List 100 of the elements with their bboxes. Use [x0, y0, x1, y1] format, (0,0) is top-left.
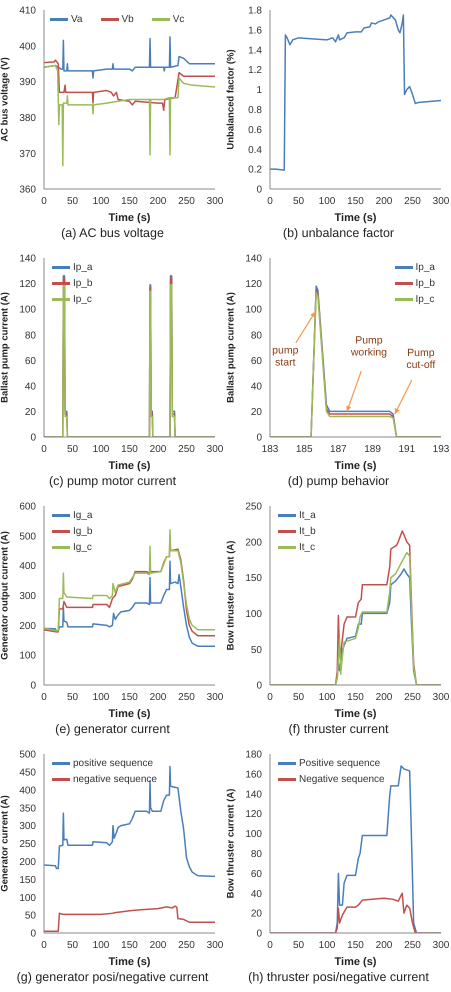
y-tick-label: 80: [24, 330, 36, 342]
y-tick-label: 1.6: [248, 25, 262, 36]
y-tick-label: 500: [19, 531, 36, 542]
x-tick-label: 50: [292, 940, 304, 952]
y-tick-label: 40: [250, 381, 262, 392]
y-tick-label: 80: [250, 848, 262, 860]
y-tick-label: 0: [30, 432, 36, 444]
y-axis-title: Bow thruster current (A): [225, 540, 236, 650]
y-tick-label: 20: [250, 908, 262, 920]
y-tick-label: 40: [250, 888, 262, 900]
y-axis-title: AC bus voltage (V): [0, 57, 10, 142]
y-tick-label: 200: [245, 537, 262, 548]
x-tick-label: 200: [150, 196, 167, 208]
x-tick-label: 150: [121, 444, 138, 456]
y-tick-label: 100: [245, 304, 262, 316]
y-tick-label: 400: [19, 41, 36, 52]
y-tick-label: 60: [250, 356, 262, 367]
y-tick-label: 160: [245, 769, 262, 780]
y-tick-label: 0.2: [248, 164, 262, 176]
y-tick-label: 100: [245, 829, 262, 840]
x-tick-label: 300: [206, 444, 224, 456]
legend-label: It_b: [299, 526, 316, 537]
line-series: [270, 14, 441, 171]
x-tick-label: 250: [178, 196, 196, 208]
legend-label: It_a: [299, 510, 316, 521]
y-tick-label: 0: [30, 680, 36, 692]
legend-label: Ip_b: [73, 278, 92, 289]
legend-label: Ip_b: [416, 278, 435, 289]
y-tick-label: 1: [256, 85, 262, 96]
legend-label: Ip_c: [73, 294, 92, 305]
line-series: [44, 64, 215, 166]
y-tick-label: 600: [19, 502, 36, 513]
text: (f) thruster current: [287, 722, 390, 736]
x-tick-label: 50: [66, 940, 78, 952]
y-tick-label: 390: [19, 77, 36, 88]
y-tick-label: 0: [256, 432, 262, 444]
y-tick-label: 120: [245, 279, 262, 290]
x-tick-label: 0: [267, 940, 274, 952]
x-tick-label: 100: [318, 196, 336, 208]
x-tick-label: 300: [432, 940, 450, 952]
x-tick-label: 183: [262, 444, 279, 456]
y-tick-label: 400: [19, 785, 36, 796]
annotation: pump start: [272, 344, 299, 369]
x-tick-label: 150: [121, 940, 138, 952]
y-tick-label: 200: [19, 620, 36, 632]
y-tick-label: 60: [24, 356, 36, 367]
y-tick-label: 370: [19, 148, 36, 160]
x-tick-label: 250: [178, 444, 196, 456]
x-tick-label: 100: [92, 692, 110, 704]
y-tick-label: 100: [19, 650, 36, 662]
y-tick-label: 0: [256, 680, 262, 692]
y-tick-label: 150: [19, 874, 36, 886]
y-tick-label: 0.6: [248, 124, 262, 136]
y-tick-label: 200: [19, 856, 36, 868]
x-tick-label: 150: [347, 940, 364, 952]
y-tick-label: 380: [19, 112, 36, 124]
y-axis-title: Unbalanced factor (%): [225, 49, 236, 150]
y-tick-label: 250: [245, 502, 262, 513]
y-tick-label: 100: [245, 608, 262, 620]
x-tick-label: 189: [364, 444, 382, 456]
x-tick-label: 300: [206, 196, 224, 208]
y-tick-label: 100: [19, 304, 36, 316]
x-tick-label: 0: [267, 196, 274, 208]
x-tick-label: 100: [92, 940, 110, 952]
x-tick-label: 200: [150, 940, 167, 952]
x-tick-label: 250: [178, 940, 196, 952]
text: (a) AC bus voltage: [60, 226, 165, 240]
y-axis-title: Ballast pump current (A): [225, 292, 236, 403]
x-tick-label: 300: [432, 196, 450, 208]
x-tick-label: 300: [432, 692, 450, 704]
x-tick-label: 100: [92, 196, 110, 208]
text: (b) unbalance factor: [282, 226, 396, 240]
y-axis-title: Ballast pump current (A): [0, 292, 10, 403]
y-tick-label: 0.8: [248, 104, 262, 116]
x-tick-label: 50: [66, 196, 78, 208]
x-axis-title: Time (s): [108, 708, 151, 720]
x-axis-title: Time (s): [334, 460, 377, 472]
x-tick-label: 187: [330, 444, 348, 456]
legend-label: Negative sequence: [299, 774, 385, 785]
x-tick-label: 200: [150, 692, 167, 704]
legend-label: Ip_a: [416, 262, 435, 273]
legend-label: Va: [71, 14, 82, 25]
y-tick-label: 140: [245, 789, 262, 800]
y-tick-label: 20: [250, 406, 262, 418]
x-tick-label: 50: [66, 692, 78, 704]
legend-label: Vc: [172, 14, 184, 25]
y-axis-title: Generator current (A): [0, 795, 10, 892]
x-tick-label: 193: [432, 444, 450, 456]
y-axis-title: Generator output current (A): [0, 531, 10, 660]
x-axis-title: Time (s): [334, 212, 377, 224]
y-tick-label: 1.8: [248, 6, 262, 17]
x-tick-label: 100: [318, 940, 336, 952]
y-tick-label: 60: [250, 868, 262, 880]
x-tick-label: 150: [347, 196, 364, 208]
x-tick-label: 191: [398, 444, 416, 456]
y-tick-label: 1.2: [248, 65, 262, 76]
legend-label: Ig_c: [73, 542, 92, 553]
x-tick-label: 0: [41, 196, 48, 208]
x-tick-label: 185: [296, 444, 313, 456]
x-tick-label: 300: [206, 692, 224, 704]
